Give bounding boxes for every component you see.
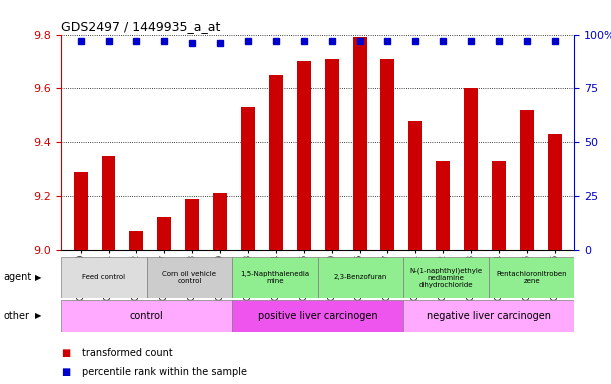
Bar bbox=[408, 121, 422, 250]
Text: GDS2497 / 1449935_a_at: GDS2497 / 1449935_a_at bbox=[61, 20, 221, 33]
Bar bbox=[492, 161, 506, 250]
Bar bbox=[74, 172, 87, 250]
Bar bbox=[269, 75, 283, 250]
Text: 1,5-Naphthalenedia
mine: 1,5-Naphthalenedia mine bbox=[240, 271, 310, 284]
Bar bbox=[130, 231, 144, 250]
Bar bbox=[185, 199, 199, 250]
Bar bbox=[61, 300, 232, 332]
Bar bbox=[520, 110, 534, 250]
Text: Feed control: Feed control bbox=[82, 275, 125, 280]
Bar bbox=[324, 59, 338, 250]
Text: control: control bbox=[130, 311, 164, 321]
Text: ■: ■ bbox=[61, 367, 70, 377]
Text: transformed count: transformed count bbox=[82, 348, 174, 358]
Bar bbox=[548, 134, 562, 250]
Bar bbox=[403, 300, 574, 332]
Bar bbox=[436, 161, 450, 250]
Bar bbox=[147, 257, 232, 298]
Text: agent: agent bbox=[3, 272, 31, 283]
Bar bbox=[213, 193, 227, 250]
Text: Corn oil vehicle
control: Corn oil vehicle control bbox=[163, 271, 216, 284]
Text: percentile rank within the sample: percentile rank within the sample bbox=[82, 367, 247, 377]
Bar bbox=[464, 88, 478, 250]
Bar bbox=[61, 257, 147, 298]
Bar bbox=[381, 59, 395, 250]
Text: positive liver carcinogen: positive liver carcinogen bbox=[258, 311, 378, 321]
Text: ▶: ▶ bbox=[35, 311, 42, 320]
Text: 2,3-Benzofuran: 2,3-Benzofuran bbox=[334, 275, 387, 280]
Bar bbox=[489, 257, 574, 298]
Bar bbox=[101, 156, 115, 250]
Text: ■: ■ bbox=[61, 348, 70, 358]
Text: negative liver carcinogen: negative liver carcinogen bbox=[427, 311, 551, 321]
Text: other: other bbox=[3, 311, 29, 321]
Bar bbox=[232, 300, 403, 332]
Bar bbox=[318, 257, 403, 298]
Bar bbox=[403, 257, 489, 298]
Text: N-(1-naphthyl)ethyle
nediamine
dihydrochloride: N-(1-naphthyl)ethyle nediamine dihydroch… bbox=[409, 267, 483, 288]
Bar bbox=[232, 257, 318, 298]
Bar bbox=[241, 107, 255, 250]
Bar bbox=[158, 217, 171, 250]
Text: Pentachloronitroben
zene: Pentachloronitroben zene bbox=[496, 271, 567, 284]
Bar bbox=[297, 61, 311, 250]
Bar bbox=[353, 37, 367, 250]
Text: ▶: ▶ bbox=[35, 273, 42, 282]
